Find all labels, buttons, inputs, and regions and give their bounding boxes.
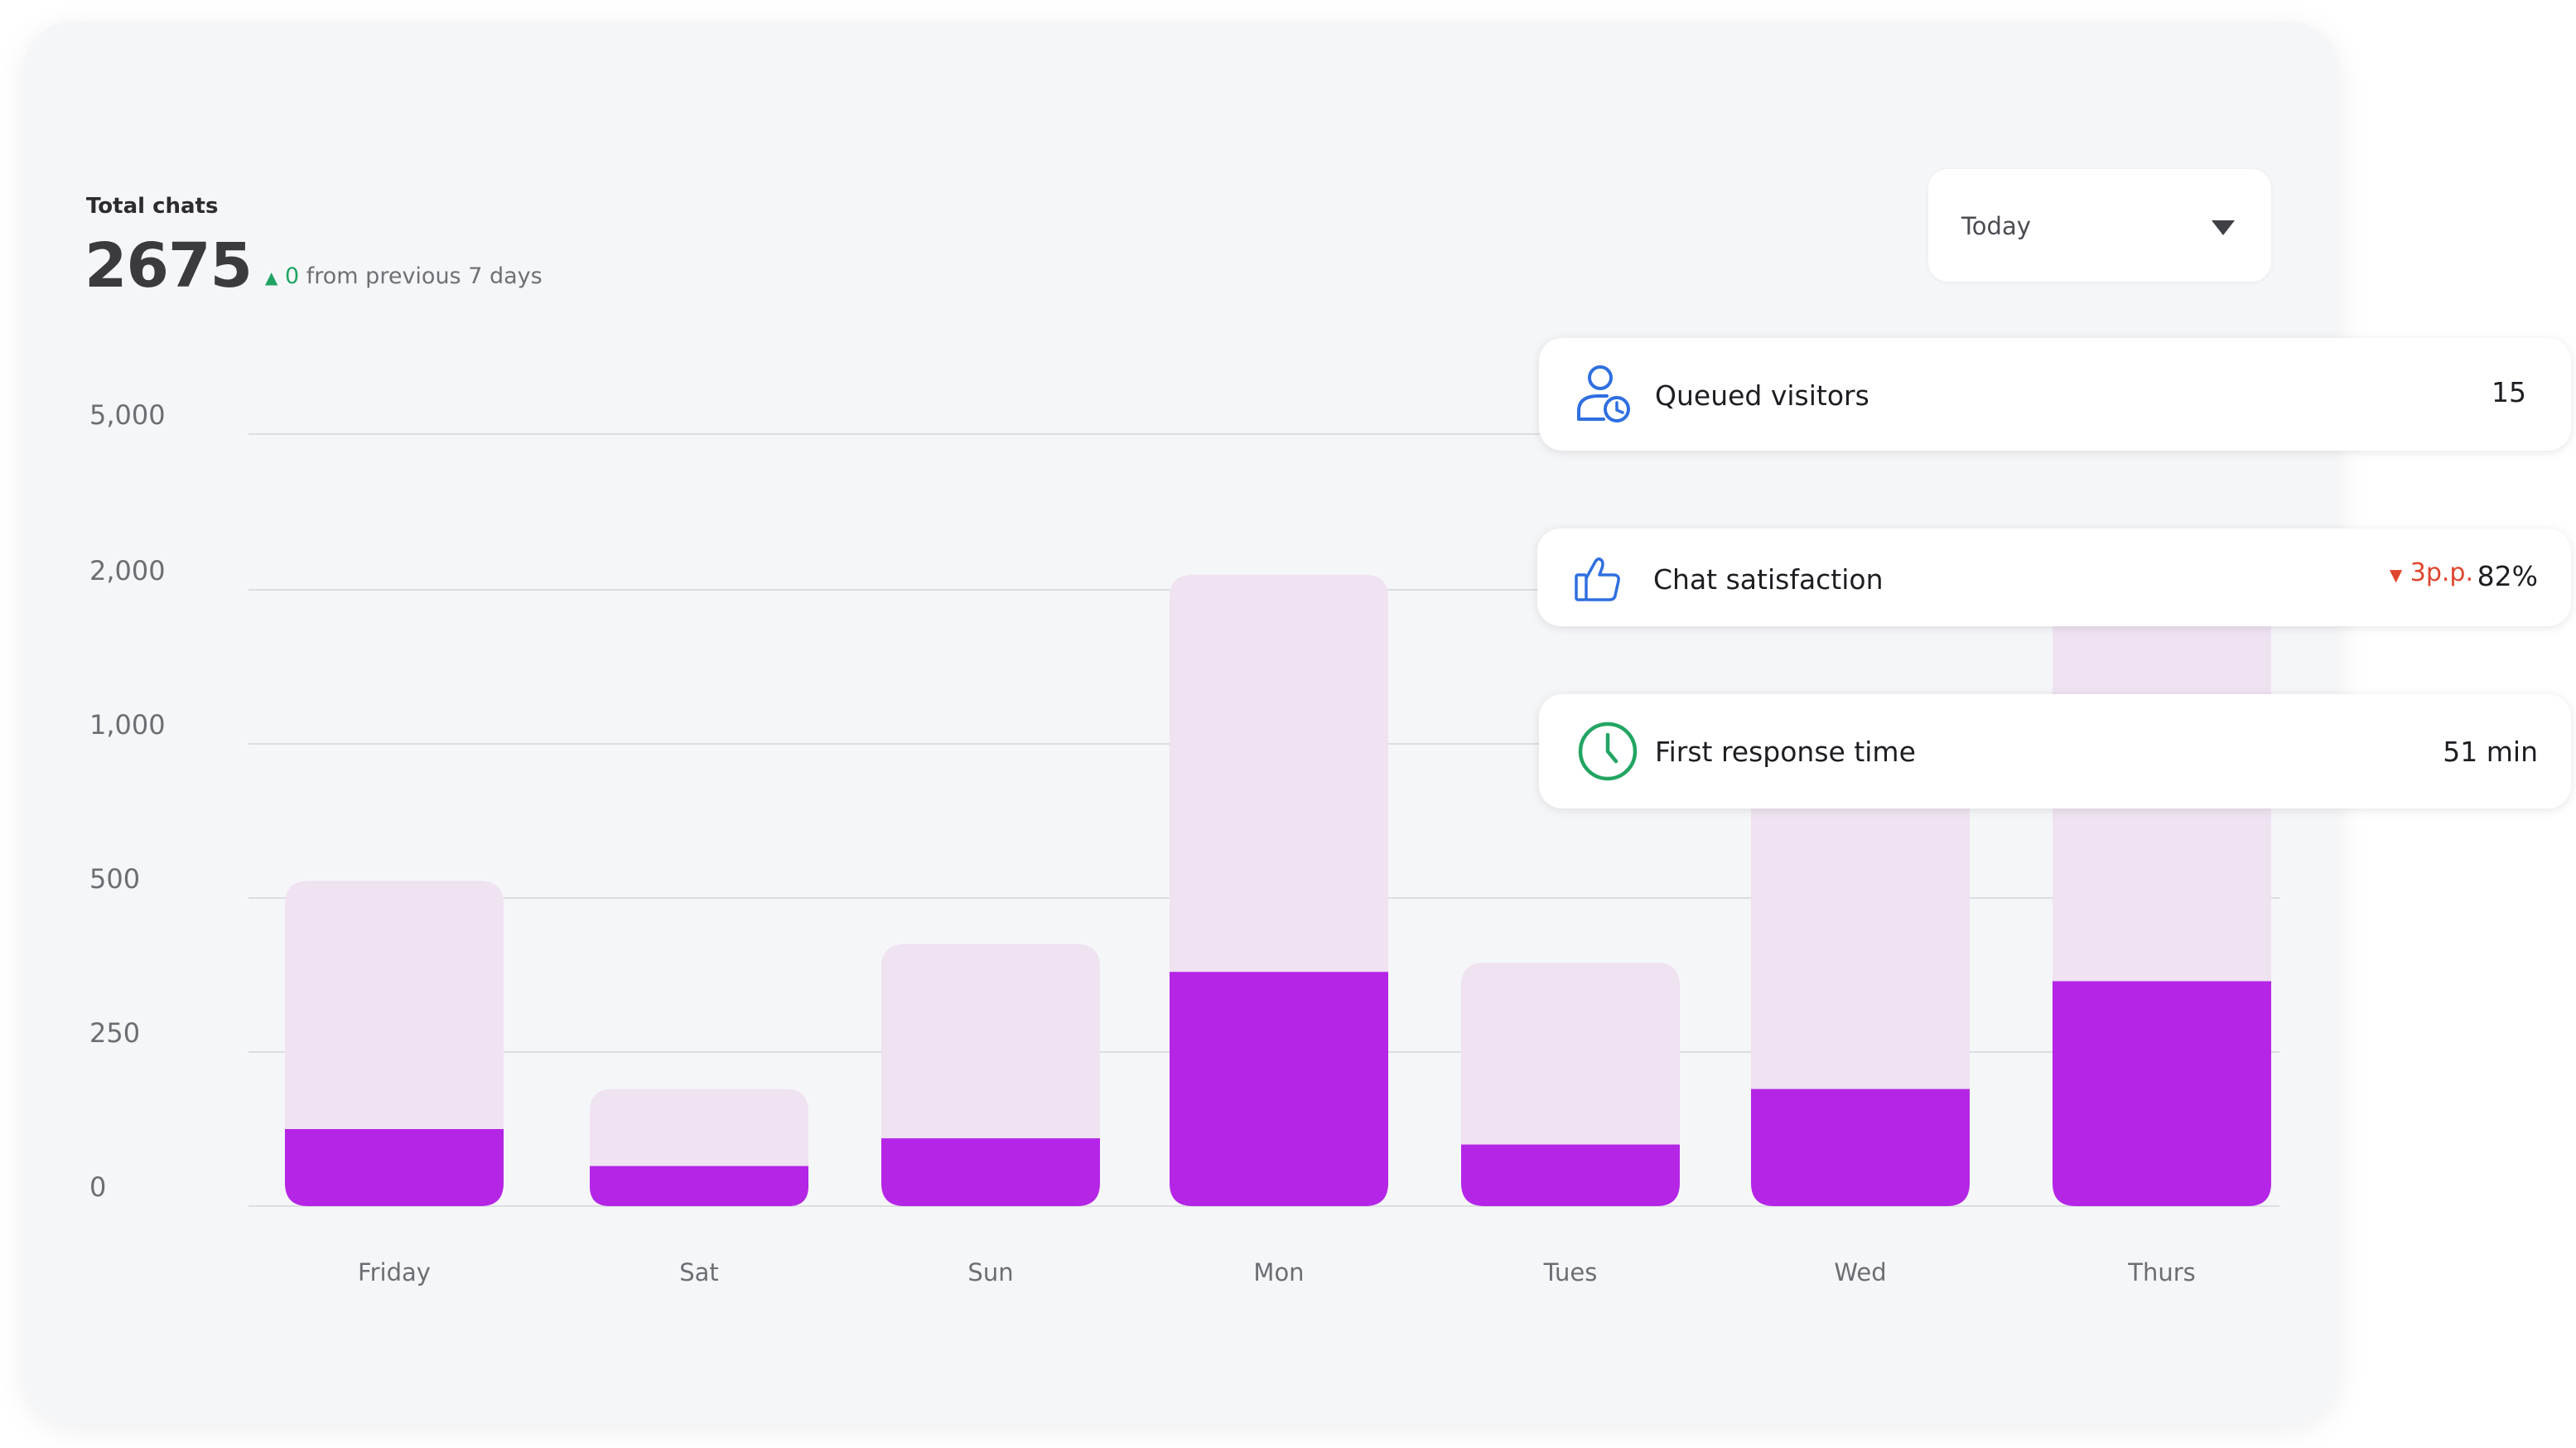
- x-tick-label: Tues: [1543, 1258, 1598, 1286]
- kpi-label: First response time: [1655, 736, 1916, 768]
- bar-segment-light: [1751, 717, 1970, 1089]
- kpi-label: Chat satisfaction: [1653, 563, 1884, 596]
- kpi-change: ▼ 3p.p.: [2390, 558, 2473, 587]
- total-chats-label: Total chats: [86, 194, 219, 219]
- y-axis-ticks: 5,000 2,000 1,000 500 250 0: [89, 399, 166, 1203]
- y-tick-label: 250: [89, 1017, 140, 1049]
- x-tick-label: Thurs: [2127, 1258, 2196, 1286]
- x-tick-label: Sun: [967, 1258, 1013, 1286]
- bar-segment-dark: [881, 1138, 1100, 1206]
- chart-bars: [285, 574, 2271, 1206]
- user-clock-icon: [1575, 364, 1633, 427]
- bar-segment-dark: [285, 1129, 504, 1206]
- change-text: from previous 7 days: [306, 263, 543, 289]
- x-axis-ticks: Friday Sat Sun Mon Tues Wed Thurs: [358, 1258, 2196, 1286]
- chevron-down-icon: [2212, 220, 2235, 235]
- bar-segment-light: [1461, 963, 1680, 1145]
- trend-down-icon: ▼: [2389, 565, 2403, 585]
- x-tick-label: Sat: [679, 1258, 719, 1286]
- x-tick-label: Wed: [1834, 1258, 1886, 1286]
- bar-segment-dark: [590, 1166, 808, 1206]
- kpi-value: 82%: [2477, 560, 2538, 592]
- trend-up-icon: ▲: [265, 268, 278, 287]
- bar-segment-light: [1170, 574, 1388, 973]
- kpi-value: 51 min: [2443, 736, 2538, 768]
- y-tick-label: 500: [89, 863, 140, 895]
- kpi-change-value: 3p.p.: [2410, 558, 2473, 587]
- x-tick-label: Friday: [358, 1258, 431, 1286]
- kpi-chat-satisfaction[interactable]: Chat satisfaction ▼ 3p.p. 82%: [1537, 529, 2571, 626]
- clock-icon: [1577, 721, 1638, 785]
- total-chats-change: ▲ 0 from previous 7 days: [265, 263, 543, 289]
- y-tick-label: 2,000: [89, 555, 166, 586]
- bar-segment-dark: [1751, 1088, 1970, 1206]
- bar-segment-dark: [1461, 1144, 1680, 1206]
- bar-segment-light: [590, 1088, 808, 1166]
- y-tick-label: 0: [89, 1171, 106, 1203]
- kpi-first-response-time[interactable]: First response time 51 min: [1539, 694, 2571, 808]
- kpi-value: 15: [2492, 376, 2526, 408]
- total-chats-value: 2675: [84, 230, 253, 302]
- kpi-label: Queued visitors: [1655, 379, 1869, 412]
- period-select[interactable]: Today: [1928, 169, 2271, 282]
- bar-segment-dark: [1170, 972, 1388, 1206]
- y-tick-label: 1,000: [89, 709, 166, 741]
- kpi-queued-visitors[interactable]: Queued visitors 15: [1539, 338, 2571, 451]
- thumbs-up-icon: [1574, 555, 1622, 606]
- bar-segment-light: [881, 944, 1100, 1139]
- x-tick-label: Mon: [1253, 1258, 1304, 1286]
- bar-segment-dark: [2053, 981, 2271, 1206]
- change-value: 0: [284, 263, 300, 289]
- period-select-value: Today: [1961, 212, 2031, 240]
- y-tick-label: 5,000: [89, 399, 166, 431]
- bar-segment-light: [285, 881, 504, 1129]
